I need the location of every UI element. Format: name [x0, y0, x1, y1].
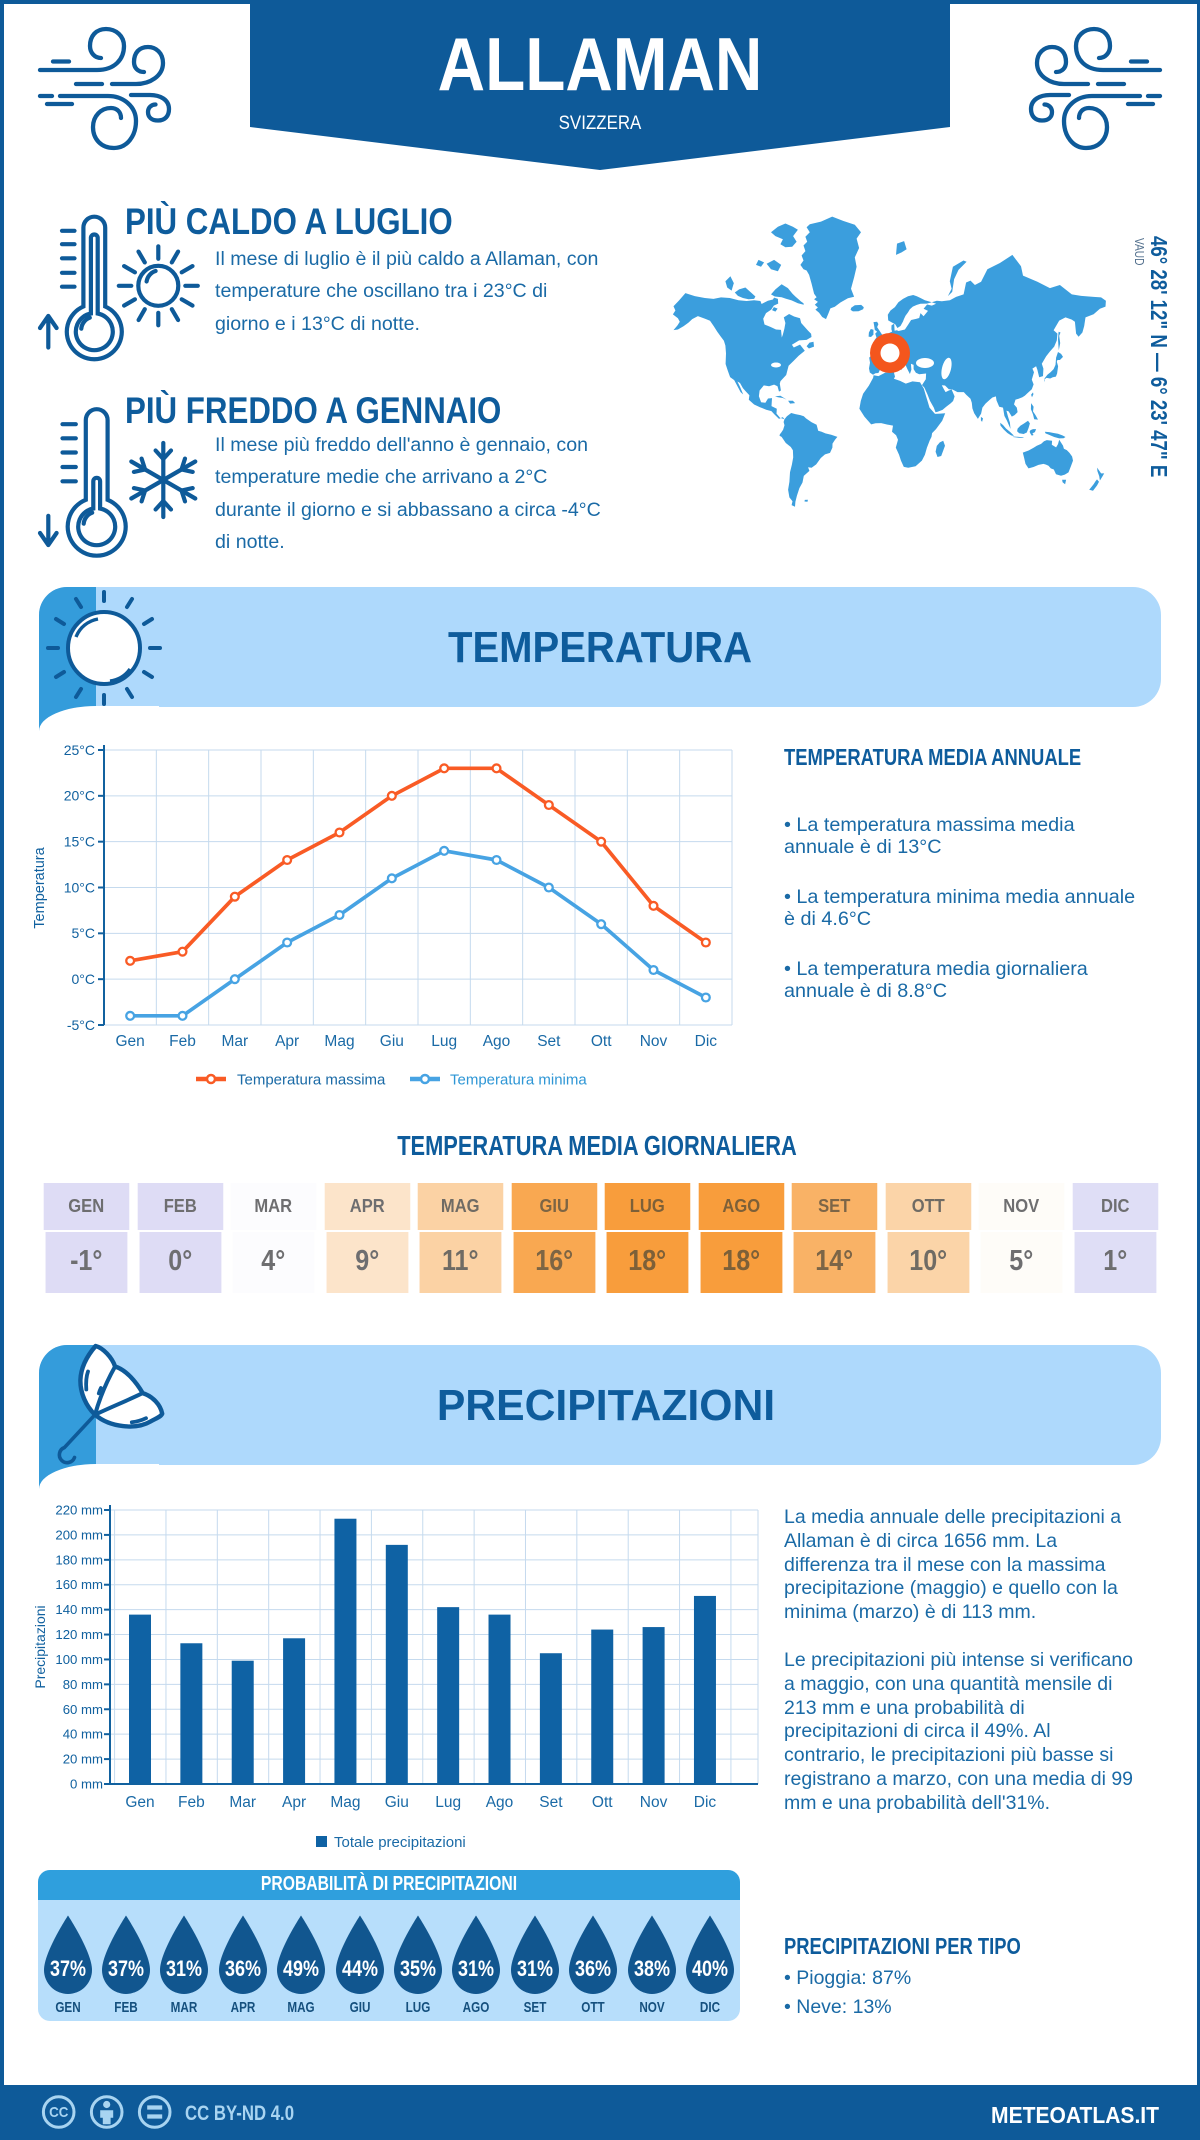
svg-text:36%: 36% — [575, 1957, 611, 1981]
svg-text:120 mm: 120 mm — [55, 1627, 103, 1642]
svg-text:Temperatura minima: Temperatura minima — [450, 1072, 587, 1089]
svg-text:Temperatura massima: Temperatura massima — [237, 1072, 386, 1089]
svg-text:Temperatura: Temperatura — [32, 846, 48, 928]
svg-text:200 mm: 200 mm — [55, 1527, 103, 1542]
svg-text:40%: 40% — [692, 1957, 728, 1981]
svg-text:37%: 37% — [108, 1957, 144, 1981]
svg-text:Precipitazioni: Precipitazioni — [32, 1605, 48, 1688]
svg-text:Lug: Lug — [431, 1033, 457, 1050]
svg-text:Nov: Nov — [640, 1794, 668, 1811]
svg-text:0°C: 0°C — [72, 971, 96, 987]
svg-text:Apr: Apr — [275, 1033, 299, 1050]
svg-text:160 mm: 160 mm — [55, 1577, 103, 1592]
svg-text:0 mm: 0 mm — [70, 1777, 103, 1792]
svg-text:35%: 35% — [400, 1957, 436, 1981]
svg-text:Set: Set — [537, 1033, 561, 1050]
svg-text:49%: 49% — [283, 1957, 319, 1981]
svg-text:25°C: 25°C — [64, 742, 95, 758]
svg-text:31%: 31% — [517, 1957, 553, 1981]
svg-text:Giu: Giu — [380, 1033, 404, 1050]
svg-text:5°C: 5°C — [72, 925, 96, 941]
svg-text:38%: 38% — [633, 1957, 669, 1981]
svg-text:Dic: Dic — [695, 1033, 718, 1050]
svg-text:Set: Set — [539, 1794, 563, 1811]
svg-text:Apr: Apr — [282, 1794, 306, 1811]
svg-text:20 mm: 20 mm — [63, 1752, 103, 1767]
svg-text:Mar: Mar — [221, 1033, 248, 1050]
svg-text:Lug: Lug — [435, 1794, 461, 1811]
svg-text:-5°C: -5°C — [67, 1017, 95, 1033]
svg-text:Totale precipitazioni: Totale precipitazioni — [334, 1834, 466, 1851]
svg-text:Feb: Feb — [169, 1033, 196, 1050]
svg-text:31%: 31% — [166, 1957, 202, 1981]
svg-text:180 mm: 180 mm — [55, 1552, 103, 1567]
svg-text:Nov: Nov — [640, 1033, 668, 1050]
svg-text:Mar: Mar — [229, 1794, 256, 1811]
svg-text:Ott: Ott — [591, 1033, 612, 1050]
svg-text:40 mm: 40 mm — [63, 1727, 103, 1742]
svg-text:10°C: 10°C — [64, 879, 95, 895]
svg-text:CC: CC — [49, 2104, 68, 2121]
svg-text:Dic: Dic — [694, 1794, 717, 1811]
svg-text:Ago: Ago — [486, 1794, 514, 1811]
svg-text:37%: 37% — [49, 1957, 85, 1981]
svg-text:220 mm: 220 mm — [55, 1503, 103, 1518]
svg-text:Mag: Mag — [324, 1033, 354, 1050]
svg-text:Gen: Gen — [125, 1794, 154, 1811]
svg-text:Gen: Gen — [116, 1033, 145, 1050]
svg-text:140 mm: 140 mm — [55, 1602, 103, 1617]
svg-text:Ott: Ott — [592, 1794, 613, 1811]
svg-text:60 mm: 60 mm — [63, 1702, 103, 1717]
svg-text:31%: 31% — [458, 1957, 494, 1981]
svg-text:Feb: Feb — [178, 1794, 205, 1811]
svg-text:20°C: 20°C — [64, 788, 95, 804]
svg-text:Giu: Giu — [385, 1794, 409, 1811]
svg-text:Mag: Mag — [330, 1794, 360, 1811]
svg-text:36%: 36% — [225, 1957, 261, 1981]
svg-text:80 mm: 80 mm — [63, 1677, 103, 1692]
svg-text:15°C: 15°C — [64, 833, 95, 849]
svg-text:44%: 44% — [341, 1957, 377, 1981]
svg-text:Ago: Ago — [483, 1033, 511, 1050]
svg-text:100 mm: 100 mm — [55, 1652, 103, 1667]
